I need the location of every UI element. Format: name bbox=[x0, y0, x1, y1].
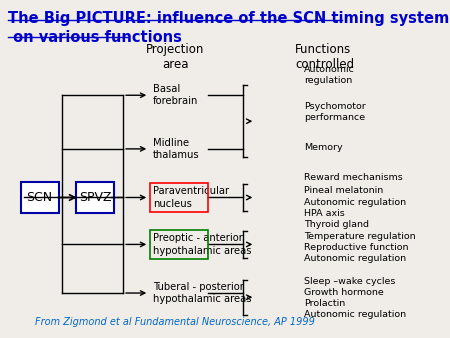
Text: Reward mechanisms: Reward mechanisms bbox=[304, 173, 403, 182]
Text: SPVZ: SPVZ bbox=[79, 191, 112, 204]
Text: Autonomic
regulation: Autonomic regulation bbox=[304, 65, 355, 85]
Text: Sleep –wake cycles
Growth hormone
Prolactin
Autonomic regulation: Sleep –wake cycles Growth hormone Prolac… bbox=[304, 277, 406, 319]
Text: Midline
thalamus: Midline thalamus bbox=[153, 138, 199, 160]
Text: Projection
area: Projection area bbox=[146, 43, 204, 71]
Text: Functions
controlled: Functions controlled bbox=[295, 43, 354, 71]
Text: Tuberal - posterior
hypothalamic areas: Tuberal - posterior hypothalamic areas bbox=[153, 282, 251, 304]
FancyBboxPatch shape bbox=[21, 182, 59, 213]
Text: Psychomotor
performance: Psychomotor performance bbox=[304, 102, 366, 122]
Text: Temperature regulation
Reproductive function
Autonomic regulation: Temperature regulation Reproductive func… bbox=[304, 232, 415, 263]
Text: The Big PICTURE: influence of the SCN timing system
 on various functions: The Big PICTURE: influence of the SCN ti… bbox=[9, 11, 450, 45]
Text: Paraventricular
nucleus: Paraventricular nucleus bbox=[153, 186, 229, 209]
Text: Pineal melatonin
Autonomic regulation
HPA axis
Thyroid gland: Pineal melatonin Autonomic regulation HP… bbox=[304, 186, 406, 229]
Text: Basal
forebrain: Basal forebrain bbox=[153, 84, 198, 106]
FancyBboxPatch shape bbox=[76, 182, 114, 213]
Text: Preoptic - anterior
hypothalamic areas: Preoptic - anterior hypothalamic areas bbox=[153, 233, 251, 256]
Text: Memory: Memory bbox=[304, 143, 342, 152]
Text: SCN: SCN bbox=[27, 191, 53, 204]
Text: From Zigmond et al Fundamental Neuroscience, AP 1999: From Zigmond et al Fundamental Neuroscie… bbox=[35, 317, 315, 327]
